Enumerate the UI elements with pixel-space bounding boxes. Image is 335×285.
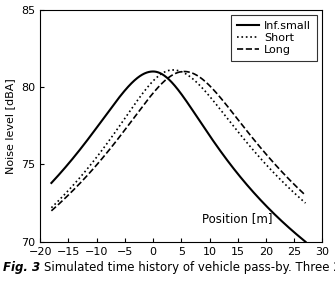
Short	[304, 201, 308, 205]
Long	[252, 139, 256, 142]
Short	[152, 78, 156, 82]
Long	[161, 80, 165, 84]
Short	[252, 150, 256, 153]
Short	[75, 179, 79, 182]
Inf.small	[304, 240, 308, 243]
Inf.small	[252, 192, 256, 195]
Inf.small	[75, 151, 79, 154]
Legend: Inf.small, Short, Long: Inf.small, Short, Long	[231, 15, 317, 61]
Long	[49, 209, 53, 213]
Y-axis label: Noise level [dBA]: Noise level [dBA]	[6, 78, 15, 174]
Short	[224, 115, 228, 119]
Text: Position [m]: Position [m]	[202, 213, 273, 225]
Inf.small	[161, 74, 165, 77]
Long	[304, 194, 308, 197]
Short	[161, 71, 165, 74]
Long	[248, 133, 252, 136]
Line: Inf.small: Inf.small	[51, 72, 306, 242]
Line: Short: Short	[51, 70, 306, 208]
Long	[75, 184, 79, 188]
Inf.small	[151, 70, 155, 73]
Text: Simulated time history of vehicle pass-by. Three 2-axle trucks. Omnidirectional: Simulated time history of vehicle pass-b…	[44, 260, 335, 274]
Short	[49, 206, 53, 209]
Inf.small	[49, 181, 53, 185]
Text: Fig. 3: Fig. 3	[3, 260, 41, 274]
Short	[171, 68, 175, 72]
Long	[152, 90, 156, 93]
Line: Long: Long	[51, 72, 306, 211]
Inf.small	[152, 70, 156, 73]
Short	[248, 144, 252, 148]
Inf.small	[224, 157, 228, 160]
Long	[182, 70, 186, 73]
Long	[224, 103, 228, 106]
Inf.small	[248, 186, 252, 190]
